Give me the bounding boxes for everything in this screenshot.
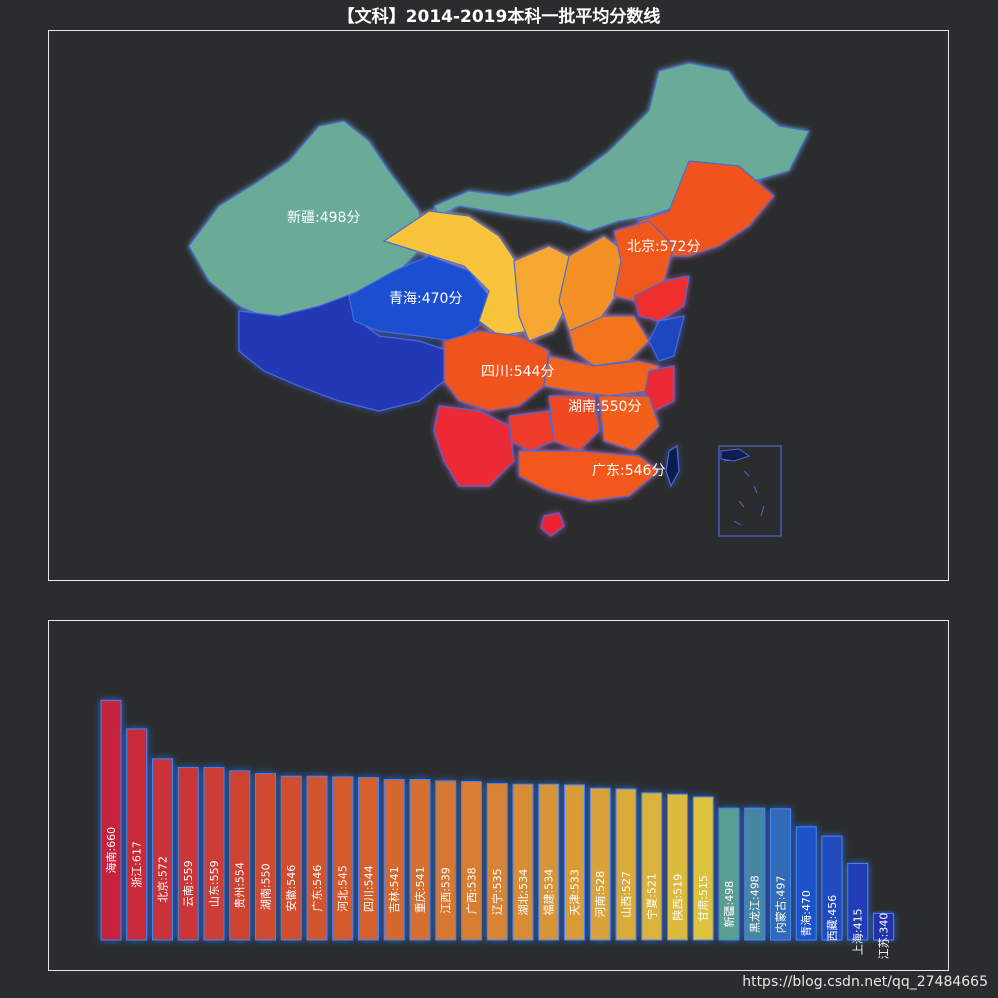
china-map: 新疆:498分 青海:470分 北京:572分 四川:544分 湖南:550分 … xyxy=(188,62,810,537)
bar-label-黑龙江: 黑龙江:498 xyxy=(749,875,762,933)
bar-label-天津: 天津:533 xyxy=(569,869,582,916)
bar-河南[interactable] xyxy=(589,787,611,941)
bar-label-广东: 广东:546 xyxy=(311,865,324,912)
bar-湖南[interactable] xyxy=(255,773,276,941)
region-shanxi[interactable] xyxy=(558,235,625,332)
region-hunan[interactable] xyxy=(548,395,600,452)
south-china-sea-inset xyxy=(718,445,782,537)
bar-陕西[interactable] xyxy=(667,793,688,941)
bar-label-江西: 江西:539 xyxy=(440,867,453,914)
bar-内蒙古[interactable] xyxy=(770,808,791,941)
bar-label-海南: 海南:660 xyxy=(104,827,118,874)
bar-黑龙江[interactable] xyxy=(744,807,766,941)
bar-label-江苏: 江苏:340 xyxy=(878,913,891,960)
bar-宁夏[interactable] xyxy=(641,792,663,941)
region-zhejiang[interactable] xyxy=(643,365,675,412)
bar-label-重庆: 重庆:541 xyxy=(413,866,427,913)
china-map-panel: 新疆:498分 青海:470分 北京:572分 四川:544分 湖南:550分 … xyxy=(48,30,949,581)
bar-四川[interactable] xyxy=(358,777,379,941)
bar-label-河北: 河北:545 xyxy=(337,865,350,912)
bar-label-西藏: 西藏:456 xyxy=(826,895,839,942)
bar-海南[interactable] xyxy=(100,699,122,941)
bar-安徽[interactable] xyxy=(280,775,302,941)
bar-江西[interactable] xyxy=(435,780,457,941)
bar-上海[interactable] xyxy=(847,862,869,941)
map-label-beijing: 北京:572分 xyxy=(627,239,700,255)
region-guizhou[interactable] xyxy=(508,410,555,452)
region-qinghai[interactable] xyxy=(348,255,490,342)
bar-label-安徽: 安徽:546 xyxy=(284,865,298,912)
bar-label-新疆: 新疆:498 xyxy=(722,881,736,928)
bar-label-贵州: 贵州:554 xyxy=(234,862,247,909)
bar-label-青海: 青海:470 xyxy=(799,890,813,937)
map-label-qinghai: 青海:470分 xyxy=(389,291,462,307)
region-yunnan[interactable] xyxy=(433,405,515,487)
bar-label-辽宁: 辽宁:535 xyxy=(490,868,504,915)
map-label-hunan: 湖南:550分 xyxy=(568,399,641,415)
bar-label-河南: 河南:528 xyxy=(594,871,607,918)
region-jiangxi-fujian[interactable] xyxy=(598,395,660,452)
region-shandong[interactable] xyxy=(633,275,690,322)
region-jiangsu[interactable] xyxy=(648,315,685,362)
region-taiwan[interactable] xyxy=(665,444,680,488)
bar-重庆[interactable] xyxy=(409,779,431,941)
bar-label-山东: 山东:559 xyxy=(208,860,221,907)
bar-广西[interactable] xyxy=(461,781,482,941)
bar-江苏[interactable] xyxy=(873,912,894,941)
region-sichuan[interactable] xyxy=(443,330,550,412)
bar-label-内蒙古: 内蒙古:497 xyxy=(774,876,788,934)
bar-湖北[interactable] xyxy=(512,783,534,941)
bar-label-湖北: 湖北:534 xyxy=(517,869,530,916)
region-henan[interactable] xyxy=(568,315,650,367)
map-label-guangdong: 广东:546分 xyxy=(592,463,665,479)
bar-label-北京: 北京:572 xyxy=(156,856,170,903)
bar-label-云南: 云南:559 xyxy=(182,860,195,907)
bar-甘肃[interactable] xyxy=(692,796,714,941)
bar-西藏[interactable] xyxy=(821,835,843,941)
region-jilin-liaoning[interactable] xyxy=(633,160,775,257)
bar-福建[interactable] xyxy=(538,783,560,941)
bar-北京[interactable] xyxy=(152,758,173,941)
bar-label-福建: 福建:534 xyxy=(542,869,556,916)
bar-吉林[interactable] xyxy=(383,779,405,941)
region-ningxia-shaanxi[interactable] xyxy=(513,245,580,342)
page-title: 【文科】2014-2019本科一批平均分数线 xyxy=(337,7,661,27)
bar-云南[interactable] xyxy=(177,767,199,941)
bar-label-甘肃: 甘肃:515 xyxy=(697,875,710,922)
bar-chart-panel: 海南:660 浙江:617 北京:572 云南:559 山东:559 贵州:554 湖南:5… xyxy=(48,620,949,971)
map-label-sichuan: 四川:544分 xyxy=(481,364,554,380)
bar-label-宁夏: 宁夏:521 xyxy=(645,873,659,920)
bar-新疆[interactable] xyxy=(718,807,740,941)
bar-label-湖南: 湖南:550 xyxy=(260,863,273,910)
bar-label-山西: 山西:527 xyxy=(620,871,633,918)
bar-天津[interactable] xyxy=(564,784,585,941)
bar-青海[interactable] xyxy=(795,826,817,941)
bar-山西[interactable] xyxy=(615,788,637,941)
bar-label-上海: 上海:415 xyxy=(851,908,865,955)
bar-贵州[interactable] xyxy=(229,770,251,941)
bar-label-吉林: 吉林:541 xyxy=(387,866,401,913)
bar-浙江[interactable] xyxy=(126,728,148,941)
region-guangxi-guangdong[interactable] xyxy=(518,450,660,502)
bar-chart: 海南:660 浙江:617 北京:572 云南:559 山东:559 贵州:554 湖南:5… xyxy=(100,699,894,960)
bar-河北[interactable] xyxy=(332,776,354,941)
bar-山东[interactable] xyxy=(203,767,225,941)
watermark: https://blog.csdn.net/qq_27484665 xyxy=(742,974,988,990)
bar-广东[interactable] xyxy=(306,775,328,941)
bar-label-四川: 四川:544 xyxy=(363,865,376,912)
map-label-xinjiang: 新疆:498分 xyxy=(287,210,360,226)
bar-label-陕西: 陕西:519 xyxy=(671,874,685,921)
bar-辽宁[interactable] xyxy=(486,783,508,941)
bar-label-广西: 广西:538 xyxy=(466,867,479,914)
region-hainan[interactable] xyxy=(540,512,565,537)
bar-label-浙江: 浙江:617 xyxy=(131,841,144,888)
